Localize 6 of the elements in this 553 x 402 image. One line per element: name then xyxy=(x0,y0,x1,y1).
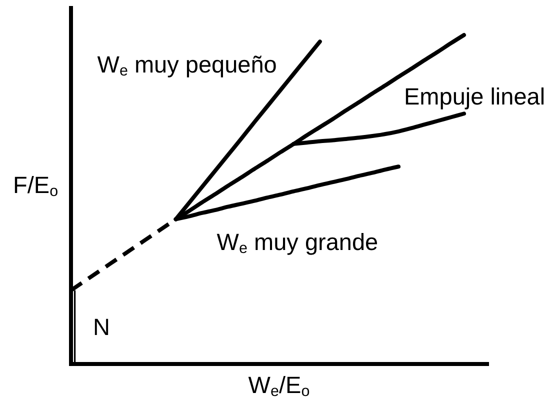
y-axis-title: F/E$_{o}$ xyxy=(13,172,58,200)
series-label: W$_{e}$ muy grande xyxy=(216,229,378,258)
series-label: W$_{e}$ muy pequeño xyxy=(97,52,277,80)
x-axis-title: W$_{e}$/E$_{o}$ xyxy=(248,372,310,400)
series-label: Empuje lineal xyxy=(404,84,546,110)
annotation: N xyxy=(93,314,110,340)
